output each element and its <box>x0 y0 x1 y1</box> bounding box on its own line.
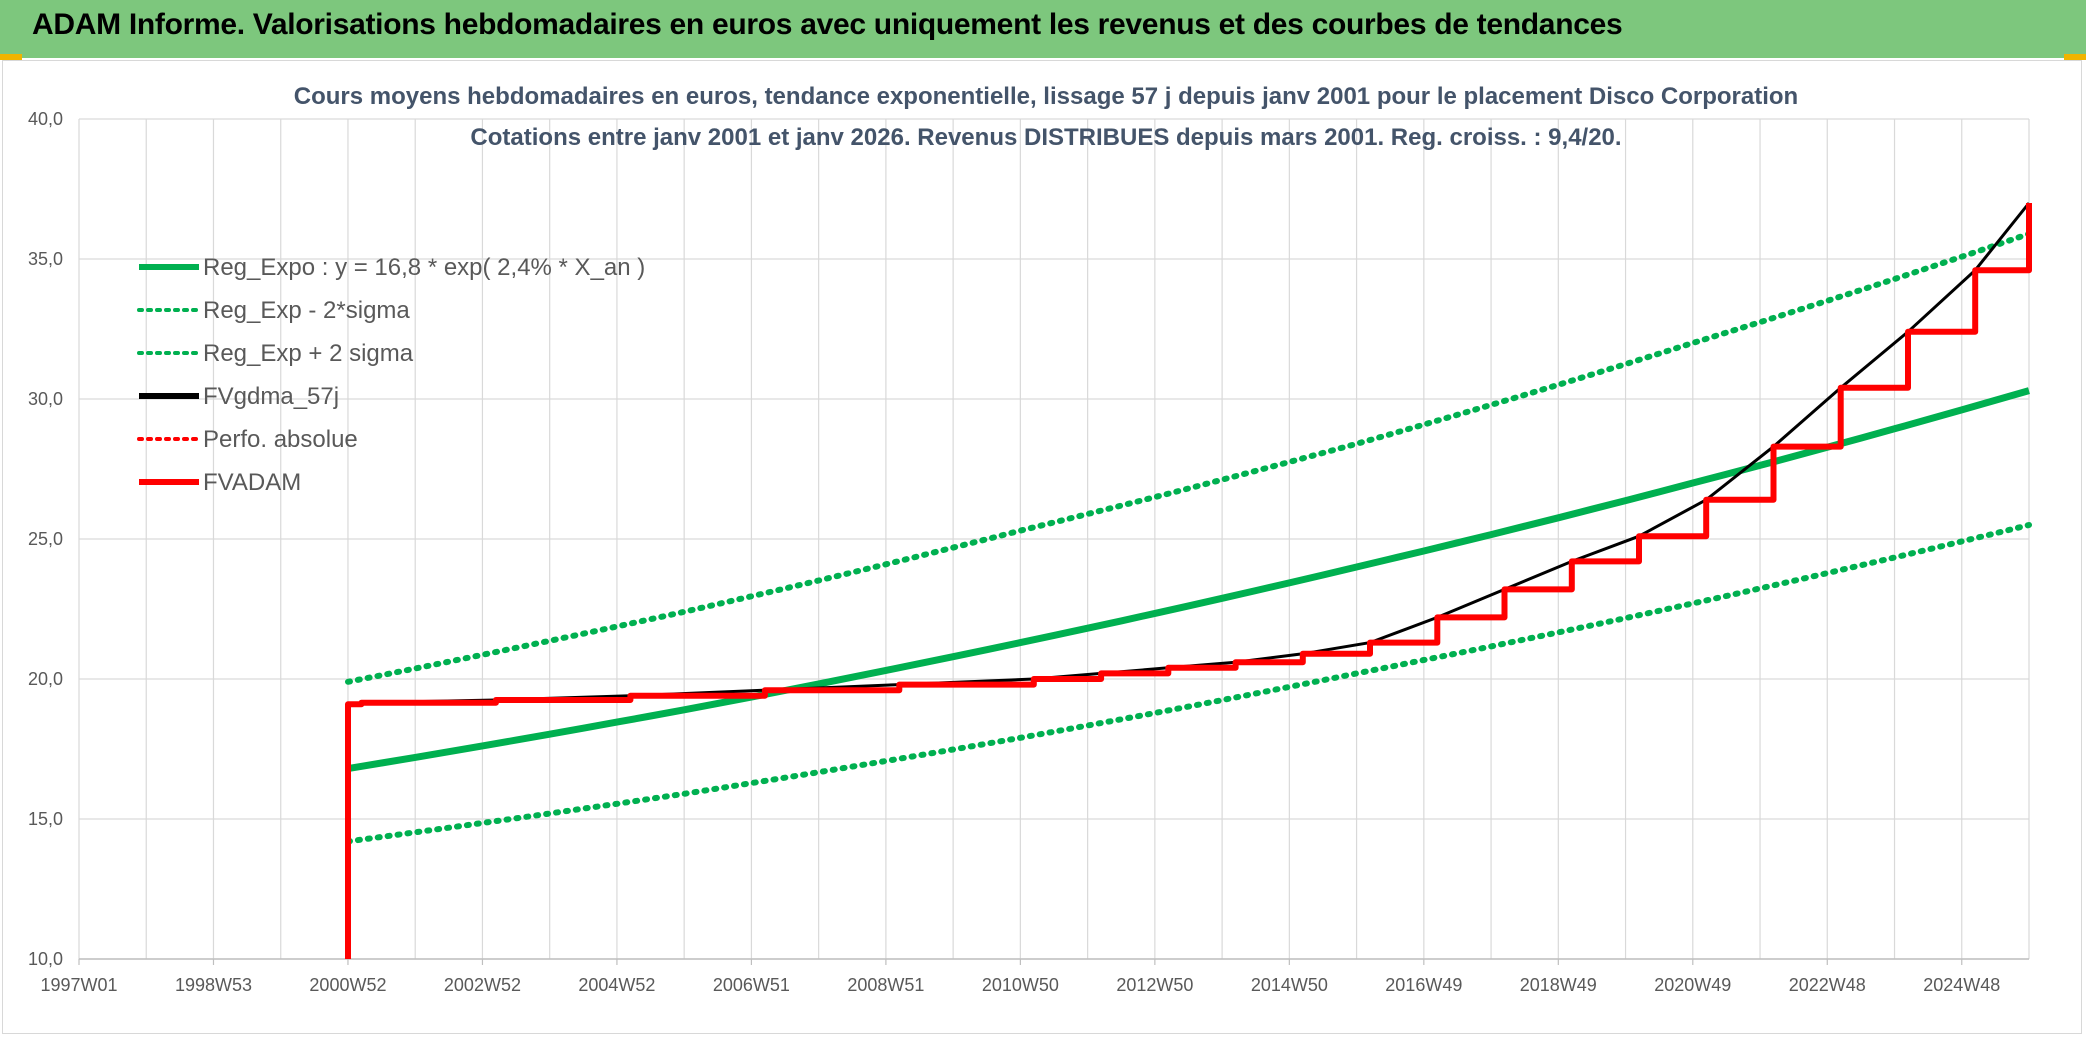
x-tick-label: 2014W50 <box>1251 975 1328 995</box>
series-reg-exp-minus-2sigma <box>345 522 2032 845</box>
x-tick-label: 2020W49 <box>1654 975 1731 995</box>
x-tick-label: 2012W50 <box>1116 975 1193 995</box>
legend-label: FVgdma_57j <box>203 383 339 410</box>
header-title: ADAM Informe. Valorisations hebdomadaire… <box>32 8 1623 41</box>
x-tick-label: 1997W01 <box>40 975 117 995</box>
series-fvadam <box>345 203 2032 959</box>
y-tick-label: 30,0 <box>28 389 63 409</box>
x-tick-label: 2006W51 <box>713 975 790 995</box>
x-tick-label: 2022W48 <box>1789 975 1866 995</box>
y-tick-label: 15,0 <box>28 809 63 829</box>
chart-title-line1: Cours moyens hebdomadaires en euros, ten… <box>294 83 1798 110</box>
y-tick-label: 25,0 <box>28 529 63 549</box>
legend-label: Reg_Exp + 2 sigma <box>203 340 414 367</box>
y-tick-label: 10,0 <box>28 949 63 969</box>
x-tick-label: 2024W48 <box>1923 975 2000 995</box>
header-bar: ADAM Informe. Valorisations hebdomadaire… <box>0 0 2086 58</box>
y-tick-label: 20,0 <box>28 669 63 689</box>
axis-tick-labels: 10,0 15,0 20,0 25,0 30,0 35,0 40,0 1997W01 1998W… <box>28 109 2000 995</box>
x-tick-label: 2004W52 <box>578 975 655 995</box>
y-tick-label: 35,0 <box>28 249 63 269</box>
legend-label: Reg_Exp - 2*sigma <box>203 297 410 324</box>
chart-frame: 10,0 15,0 20,0 25,0 30,0 35,0 40,0 1997W01 1998W… <box>2 60 2082 1034</box>
x-tick-label: 2016W49 <box>1385 975 1462 995</box>
x-tick-label: 2018W49 <box>1520 975 1597 995</box>
legend-label: Reg_Expo : y = 16,8 * exp( 2,4% * X_an ) <box>203 254 645 281</box>
x-tick-label: 1998W53 <box>175 975 252 995</box>
x-tick-label: 2010W50 <box>982 975 1059 995</box>
series-reg-exp-plus-2sigma <box>345 230 2032 685</box>
x-tick-label: 2000W52 <box>309 975 386 995</box>
x-tick-label: 2008W51 <box>847 975 924 995</box>
y-tick-label: 40,0 <box>28 109 63 129</box>
corner-mark-left <box>0 54 22 60</box>
x-tick-label: 2002W52 <box>444 975 521 995</box>
legend-label: Perfo. absolue <box>203 426 358 453</box>
legend-label: FVADAM <box>203 469 301 496</box>
corner-mark-right <box>2064 54 2086 60</box>
series-reg-expo <box>347 387 2030 773</box>
legend: Reg_Expo : y = 16,8 * exp( 2,4% * X_an )… <box>137 254 645 496</box>
line-chart: 10,0 15,0 20,0 25,0 30,0 35,0 40,0 1997W01 1998W… <box>28 83 2032 995</box>
series-group <box>345 202 2032 959</box>
chart-title-line2: Cotations entre janv 2001 et janv 2026. … <box>470 124 1621 151</box>
